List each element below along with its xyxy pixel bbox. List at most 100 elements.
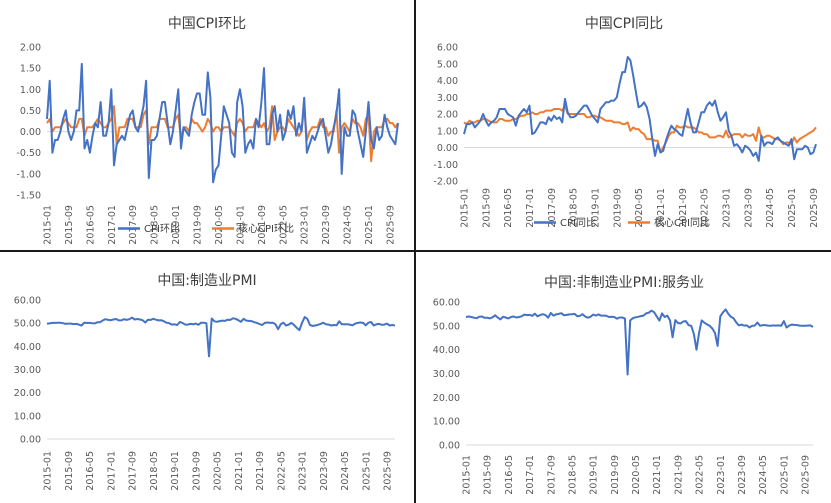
x-tick-label: 2022-05 [278,205,289,245]
panel-divider-horizontal [0,250,831,252]
x-tick-label: 2025-09 [809,188,820,228]
y-tick-label: 60.00 [433,298,460,309]
series-line-value [46,316,396,358]
series-line-CPI同比 [463,56,817,162]
y-tick-label: 30.00 [433,369,460,380]
x-tick-label: 2020-05 [631,455,642,495]
x-tick-label: 2015-01 [43,451,54,491]
y-tick-label: 2.00 [20,43,41,54]
x-tick-label: 2020-05 [213,451,224,491]
y-tick-label: 40.00 [433,345,460,356]
x-tick-label: 2019-01 [589,455,600,495]
y-tick-label: 50.00 [14,319,41,330]
y-tick-label: 60.00 [14,296,41,307]
x-tick-label: 2015-09 [64,205,75,245]
chart-title: 中国CPI同比 [585,16,663,32]
x-tick-label: 2023-01 [716,455,727,495]
x-tick-label: 2021-01 [652,455,663,495]
x-tick-label: 2017-09 [546,455,557,495]
y-tick-label: 10.00 [14,411,41,422]
y-tick-label: 6.00 [437,43,458,54]
x-tick-label: 2023-09 [321,205,332,245]
y-tick-label: 1.00 [437,126,458,137]
chart-manufacturing-pmi: 中国:制造业PMI 60.00 50.00 40.00 30.00 20.00 10.00 0… [14,273,396,491]
y-tick-label: 0.00 [20,435,41,446]
x-tick-label: 2024-05 [765,188,776,228]
x-tick-label: 2019-01 [170,451,181,491]
x-tick-label: 2017-01 [107,205,118,245]
x-tick-label: 2016-05 [504,455,515,495]
y-tick-label: 50.00 [433,321,460,332]
x-tick-label: 2018-05 [567,455,578,495]
x-tick-label: 2021-09 [678,188,689,228]
x-tick-label: 2025-01 [779,455,790,495]
y-tick-label: 0.00 [439,441,460,452]
chart-panel-cpi-mom: 中国CPI环比 2.00 1.50 1.00 0.50 0.00 -0.50 -1.00 -1.… [0,0,414,250]
y-tick-label: 2.00 [437,110,458,121]
x-tick-label: 2015-09 [64,451,75,491]
y-tick-label: -0.50 [16,148,41,159]
x-tick-label: 2017-09 [128,205,139,245]
y-tick-label: 0.00 [20,127,41,138]
x-tick-label: 2017-09 [547,188,558,228]
series-line-核心CPI同比 [463,104,817,154]
y-tick-label: -1.50 [16,191,41,202]
x-tick-label: 2021-01 [656,188,667,228]
x-tick-label: 2015-09 [481,188,492,228]
x-tick-label: 2020-05 [634,188,645,228]
chart-title: 中国:制造业PMI [157,273,256,289]
y-tick-label: 40.00 [14,342,41,353]
x-tick-label: 2017-01 [106,451,117,491]
x-tick-label: 2023-09 [319,451,330,491]
y-tick-label: 10.00 [433,417,460,428]
x-tick-label: 2023-01 [300,205,311,245]
x-tick-label: 2021-09 [255,451,266,491]
legend-label: CPI环比 [144,223,180,235]
legend-label: 核心CPI环比 [238,222,294,235]
y-tick-label: 0.00 [437,143,458,154]
x-tick-label: 2022-05 [695,455,706,495]
series-line-CPI环比 [46,62,399,184]
x-tick-label: 2023-09 [743,188,754,228]
chart-services-pmi: 中国:非制造业PMI:服务业 60.00 50.00 40.00 30.00 20.00 1… [433,275,814,495]
chart-panel-cpi-yoy: 中国CPI同比 6.00 5.00 4.00 3.00 2.00 1.00 0.00 -1.00… [416,0,831,250]
x-tick-label: 2016-05 [85,205,96,245]
x-tick-label: 2022-05 [276,451,287,491]
x-tick-label: 2025-09 [383,451,394,491]
chart-panel-services-pmi: 中国:非制造业PMI:服务业 60.00 50.00 40.00 30.00 20.00 1… [416,252,831,503]
x-tick-label: 2015-09 [483,455,494,495]
x-tick-label: 2017-01 [525,455,536,495]
x-tick-label: 2022-05 [700,188,711,228]
x-tick-label: 2021-01 [235,205,246,245]
y-tick-label: 4.00 [437,76,458,87]
legend-label: 核心CPI同比 [654,216,710,229]
x-tick-label: 2024-05 [343,205,354,245]
x-tick-label: 2025-09 [801,455,812,495]
x-tick-label: 2021-09 [257,205,268,245]
x-tick-label: 2017-01 [525,188,536,228]
y-tick-label: 1.50 [20,64,41,75]
x-tick-label: 2015-01 [43,205,54,245]
x-tick-label: 2019-01 [590,188,601,228]
series-line-value [465,308,814,376]
y-tick-label: -1.00 [16,169,41,180]
chart-cpi-yoy: 中国CPI同比 6.00 5.00 4.00 3.00 2.00 1.00 0.00 -1.00… [433,16,820,229]
x-tick-label: 2025-01 [364,205,375,245]
y-tick-label: 20.00 [433,393,460,404]
x-tick-label: 2023-09 [737,455,748,495]
x-tick-label: 2025-09 [385,205,396,245]
x-tick-label: 2025-01 [361,451,372,491]
y-tick-label: 20.00 [14,388,41,399]
x-tick-label: 2019-01 [171,205,182,245]
x-tick-label: 2018-05 [149,451,160,491]
x-tick-label: 2019-09 [610,455,621,495]
y-tick-label: 1.00 [20,85,41,96]
y-tick-label: 5.00 [437,59,458,70]
legend-label: CPI同比 [560,217,596,229]
chart-title: 中国:非制造业PMI:服务业 [544,275,704,291]
x-tick-label: 2018-05 [569,188,580,228]
chart-panel-manufacturing-pmi: 中国:制造业PMI 60.00 50.00 40.00 30.00 20.00 10.00 0… [0,252,414,503]
y-tick-label: -2.00 [433,177,458,188]
y-tick-label: 30.00 [14,365,41,376]
chart-cpi-mom: 中国CPI环比 2.00 1.50 1.00 0.50 0.00 -0.50 -1.00 -1.… [16,16,399,245]
